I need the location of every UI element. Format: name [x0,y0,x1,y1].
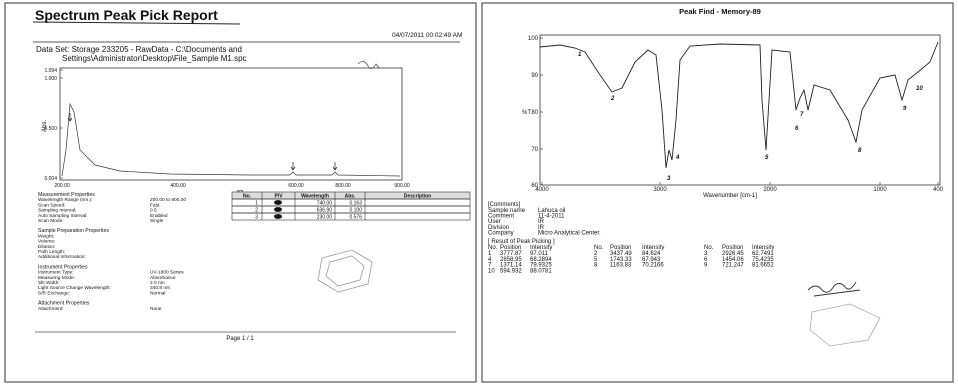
results-cell: 594.932 [500,268,522,274]
y-tick-label: 0.004 [44,176,57,182]
page: Spectrum Peak Pick Report 04/07/2011 00:0… [0,0,958,385]
property-label: Attachment: [38,306,64,312]
table-header: No. [243,194,252,200]
section-heading: Sample Preparation Properties [38,228,109,234]
x-tick-label: 200.00 [54,183,70,189]
report-title: Peak Find - Memory-89 [679,7,761,16]
property-value: 2.0 nm [150,280,165,286]
property-label: Auto Sampling Interval: [38,213,88,219]
property-label: Additional Information: [38,254,86,260]
property-value: Absorbance [150,275,176,281]
x-axis-label: Wavenumber [cm-1] [703,193,757,199]
table-cell: 3 [255,215,258,221]
y-tick-label: 1.000 [44,76,57,82]
x-tick-label: 4000 [535,187,549,193]
x-tick-label: 2000 [763,187,777,193]
table-cell: 230.00 [317,215,333,221]
property-label: Path Length: [38,249,65,255]
table-header: Description [404,194,432,200]
x-tick-label: 1000 [873,187,887,193]
comment-label: Company [488,230,514,236]
property-value: Fast [150,202,160,208]
results-cell: 70.2166 [642,263,664,269]
dataset-line: Settings\Administrator\Desktop\File_Samp… [62,54,247,63]
table-cell: 740.00 [317,201,333,207]
results-cell: 10 [488,268,495,274]
property-label: Dilution: [38,244,55,250]
table-cell: 0.576 [349,215,362,221]
results-cell: 721.247 [722,263,744,269]
property-label: Slit Width: [38,280,60,286]
pv-marker [274,207,282,212]
table-header: Wavelength [301,194,329,200]
property-value: UV-1800 Series [150,270,184,276]
property-label: Volume: [38,239,55,245]
x-tick-label: 900.00 [394,183,410,189]
page-footer: Page 1 / 1 [226,336,254,342]
property-label: Instrument Type: [38,270,74,276]
x-tick-label: 3000 [653,187,667,193]
y-tick-label: 80 [531,110,538,116]
property-label: S/R Exchange: [38,290,70,296]
report-title: Spectrum Peak Pick Report [35,7,218,23]
table-header: Abs. [345,194,356,200]
table-cell: 0.163 [349,201,362,207]
property-label: Sampling Interval: [38,208,76,214]
y-tick-label: 100 [528,36,539,42]
peak-label: 10 [916,86,923,92]
peak-label: 2 [610,96,615,102]
property-label: Scan Mode: [38,218,64,224]
property-value: Normal [150,290,165,296]
comment-value: Micro Analytical Center. [538,230,601,236]
property-label: Light Source Change Wavelength: [38,285,111,291]
report-date: 04/07/2011 00:02:49 AM [392,32,462,39]
table-cell: 1 [255,201,258,207]
y-tick-label: 1.094 [44,68,57,74]
property-label: Measuring Mode: [38,275,75,281]
property-value: Single [150,218,164,224]
property-label: Scan Speed: [38,202,65,208]
results-cell: 1163.83 [610,263,632,269]
results-cell: 81.6652 [752,263,774,269]
peak-label: 4 [675,155,680,161]
property-value: 340.8 nm [150,285,170,291]
property-value: 200.00 to 900.00 [150,197,186,203]
property-value: 0.5 [150,208,157,214]
y-tick-label: 90 [531,73,538,79]
section-heading: Measurement Properties [38,192,95,198]
table-cell: 636.90 [317,208,333,214]
x-tick-label: 400 [933,187,944,193]
table-cell: 0.100 [349,208,362,214]
property-value: Enabled [150,213,168,219]
x-tick-label: 800.00 [335,183,351,189]
y-axis-label: %T [522,110,531,116]
x-tick-label: 400.00 [170,183,186,189]
y-axis-label: Abs. [42,120,48,132]
y-tick-label: 70 [531,147,538,153]
section-heading: Instrument Properties [38,264,88,270]
property-label: Weight: [38,233,54,239]
pv-marker [274,200,282,205]
section-heading: Attachment Properties [38,301,90,307]
results-cell: 88.0781 [530,268,552,274]
property-value: None [150,306,162,312]
table-cell: 2 [255,208,258,214]
x-tick-label: 600.00 [288,183,304,189]
table-header: P/V [274,194,283,200]
property-label: Wavelength Range (nm.): [38,197,92,203]
dataset-line: Data Set: Storage 233205 - RawData - C:\… [36,45,242,54]
pv-marker [274,214,282,219]
